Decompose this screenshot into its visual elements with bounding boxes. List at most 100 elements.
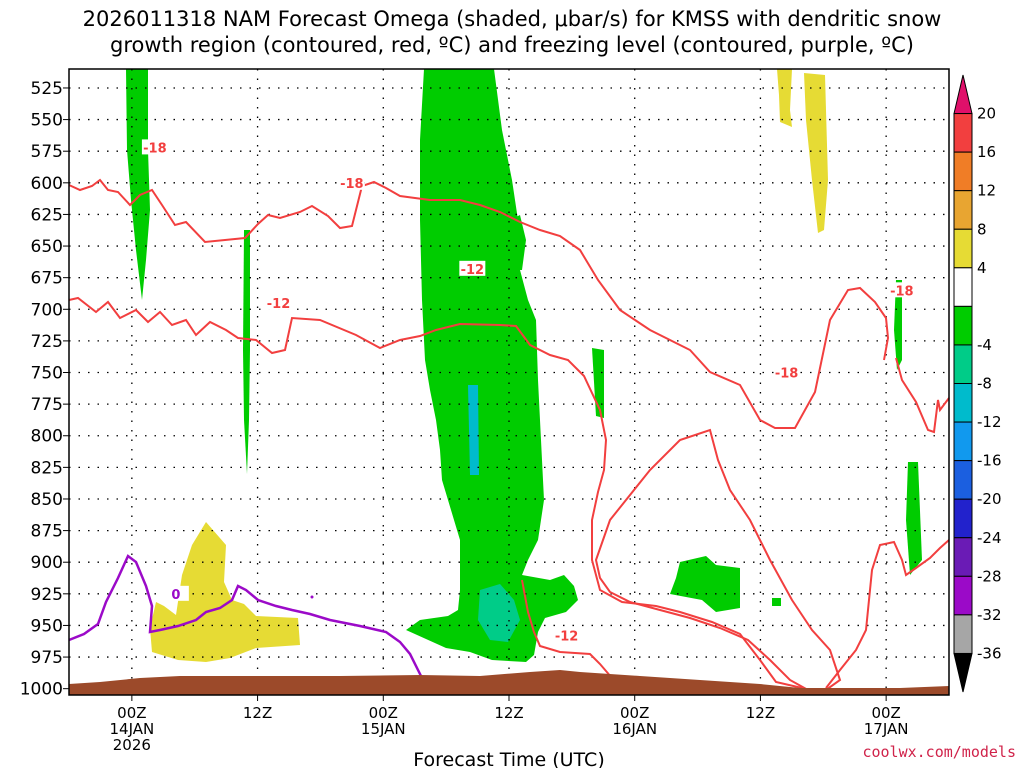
colorbar-label: -32: [977, 606, 1002, 624]
x-tick-label: 15JAN: [361, 720, 406, 738]
y-tick-label: 725: [31, 332, 63, 352]
omega-green-region: [670, 556, 740, 612]
contour-labels: -18 -18 -12 -12 -18 -18 -12 0: [141, 139, 915, 645]
colorbar-segment: [953, 652, 973, 693]
colorbar-label: 8: [977, 220, 987, 238]
y-tick-label: 850: [31, 490, 63, 510]
y-tick-label: 650: [31, 237, 63, 257]
contour-label-bg: [459, 260, 486, 276]
x-tick-label: 16JAN: [612, 720, 657, 738]
contour-label: -12: [555, 630, 579, 645]
contour-label-bg: [265, 294, 292, 310]
omega-green-region: [406, 69, 578, 662]
contour-label: -18: [143, 141, 167, 156]
y-tick-label: 875: [31, 522, 63, 542]
freezing-level-dot: [310, 595, 314, 599]
plot-area: -18 -18 -12 -12 -18 -18 -12 0: [68, 68, 950, 696]
contour-label-bg: [162, 585, 189, 601]
y-tick-label: 1000: [20, 680, 63, 700]
contour-minus12-upper: [68, 296, 803, 689]
colorbar-label: -28: [977, 567, 1002, 585]
contour-label: -18: [340, 177, 364, 192]
x-tick-label: 12Z: [243, 704, 272, 722]
omega-yellow-region: [150, 522, 300, 662]
x-axis-title: Forecast Time (UTC): [413, 749, 604, 768]
omega-green-region: [243, 230, 250, 474]
omega-green-region: [894, 280, 902, 370]
y-tick-label: 675: [31, 269, 63, 289]
colorbar-segment: [953, 305, 973, 346]
colorbar-label: -16: [977, 452, 1002, 470]
colorbar-segment: [953, 498, 973, 539]
x-tick-label: 2026: [113, 736, 151, 754]
omega-shading: [126, 69, 922, 662]
terrain-ground: [69, 670, 949, 695]
y-tick-label: 550: [31, 111, 63, 131]
omega-yellow-region: [777, 69, 792, 127]
x-tick-label: 14JAN: [109, 720, 154, 738]
y-tick-label: 575: [31, 142, 63, 162]
contour-minus18-upper: [68, 178, 890, 429]
omega-green-region: [592, 348, 604, 418]
chart-title-line1: 2026011318 NAM Forecast Omega (shaded, μ…: [83, 7, 942, 31]
colorbar-segment: [953, 74, 973, 115]
y-tick-label: 700: [31, 300, 63, 320]
colorbar-segment: [953, 383, 973, 423]
x-tick-label: 12Z: [746, 704, 775, 722]
x-tick-label: 12Z: [494, 704, 523, 722]
y-tick-label: 975: [31, 648, 63, 668]
contour-label: 0: [171, 588, 180, 603]
colorbar-segment: [953, 421, 973, 462]
colorbar-label: -4: [977, 336, 992, 354]
y-tick-label: 525: [31, 79, 63, 99]
colorbar-label: -36: [977, 644, 1002, 662]
colorbar-segment: [953, 614, 973, 654]
chart-title-line2: growth region (contoured, red, ºC) and f…: [110, 33, 914, 57]
colorbar-segment: [953, 460, 973, 500]
colorbar-segment: [953, 113, 973, 153]
omega-green-region: [906, 462, 922, 575]
contour-minus12-right: [825, 539, 950, 689]
credit-text: coolwx.com/models: [862, 743, 1016, 761]
contour-label: -18: [890, 284, 914, 299]
y-tick-label: 600: [31, 174, 63, 194]
omega-cyan-region: [468, 385, 479, 475]
colorbar-segment: [953, 267, 973, 307]
x-tick-label: 00Z: [620, 704, 649, 722]
colorbar-label: 12: [977, 182, 996, 200]
contour-label-bg: [888, 282, 915, 298]
colorbar-label: -20: [977, 490, 1002, 508]
y-tick-label: 800: [31, 427, 63, 447]
contour-0c: [68, 554, 424, 679]
contour-label: -12: [461, 263, 485, 278]
y-tick-label: 775: [31, 395, 63, 415]
contour-label: -18: [775, 367, 799, 382]
y-tick-label: 625: [31, 205, 63, 225]
omega-green-region: [772, 598, 781, 606]
contour-label: -12: [267, 297, 291, 312]
colorbar-label: 16: [977, 143, 996, 161]
x-tick-label: 00Z: [369, 704, 398, 722]
colorbar-segment: [953, 228, 973, 269]
colorbar-label: 20: [977, 105, 996, 123]
y-tick-label: 925: [31, 585, 63, 605]
contour-label-bg: [553, 627, 580, 643]
y-tick-label: 900: [31, 553, 63, 573]
colorbar-label: -8: [977, 375, 992, 393]
colorbar-label: -24: [977, 529, 1002, 547]
colorbar-segment: [953, 151, 973, 192]
omega-yellow-region: [804, 73, 828, 233]
y-tick-label: 750: [31, 364, 63, 384]
contour-label-bg: [141, 139, 168, 155]
y-tick-label: 950: [31, 616, 63, 636]
contour-minus18-right: [895, 357, 950, 434]
x-tick-label: 17JAN: [864, 720, 909, 738]
x-tick-label: 00Z: [871, 704, 900, 722]
omega-teal-region: [478, 584, 520, 642]
colorbar-segment: [953, 575, 973, 616]
contour-minus12-loop: [594, 428, 842, 691]
colorbar-segment: [953, 344, 973, 384]
colorbar-segment: [953, 537, 973, 577]
